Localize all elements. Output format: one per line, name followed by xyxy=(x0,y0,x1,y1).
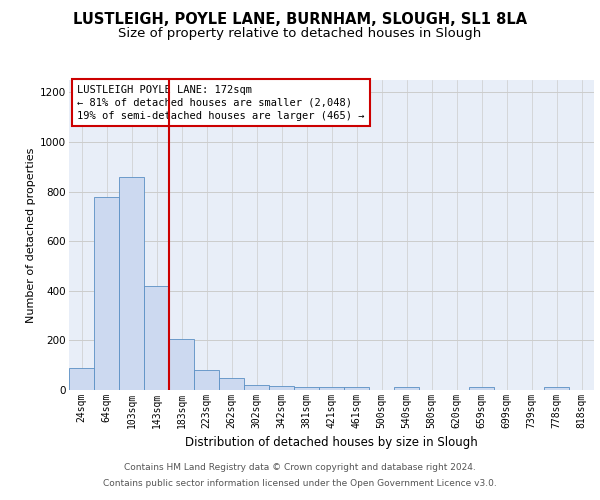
Bar xyxy=(294,387,319,390)
Bar xyxy=(469,387,494,390)
Bar xyxy=(144,286,169,390)
Bar xyxy=(169,339,194,390)
Bar xyxy=(344,387,369,390)
Text: LUSTLEIGH POYLE LANE: 172sqm
← 81% of detached houses are smaller (2,048)
19% of: LUSTLEIGH POYLE LANE: 172sqm ← 81% of de… xyxy=(77,84,364,121)
Text: Contains HM Land Registry data © Crown copyright and database right 2024.: Contains HM Land Registry data © Crown c… xyxy=(124,464,476,472)
Bar xyxy=(544,387,569,390)
Bar xyxy=(394,387,419,390)
Bar xyxy=(194,370,219,390)
Bar xyxy=(269,386,294,390)
Bar xyxy=(219,378,244,390)
Text: LUSTLEIGH, POYLE LANE, BURNHAM, SLOUGH, SL1 8LA: LUSTLEIGH, POYLE LANE, BURNHAM, SLOUGH, … xyxy=(73,12,527,28)
Text: Contains public sector information licensed under the Open Government Licence v3: Contains public sector information licen… xyxy=(103,478,497,488)
Bar xyxy=(69,368,94,390)
Bar xyxy=(244,385,269,390)
Text: Size of property relative to detached houses in Slough: Size of property relative to detached ho… xyxy=(118,28,482,40)
Y-axis label: Number of detached properties: Number of detached properties xyxy=(26,148,36,322)
Bar xyxy=(319,387,344,390)
X-axis label: Distribution of detached houses by size in Slough: Distribution of detached houses by size … xyxy=(185,436,478,450)
Bar xyxy=(119,176,144,390)
Bar xyxy=(94,196,119,390)
